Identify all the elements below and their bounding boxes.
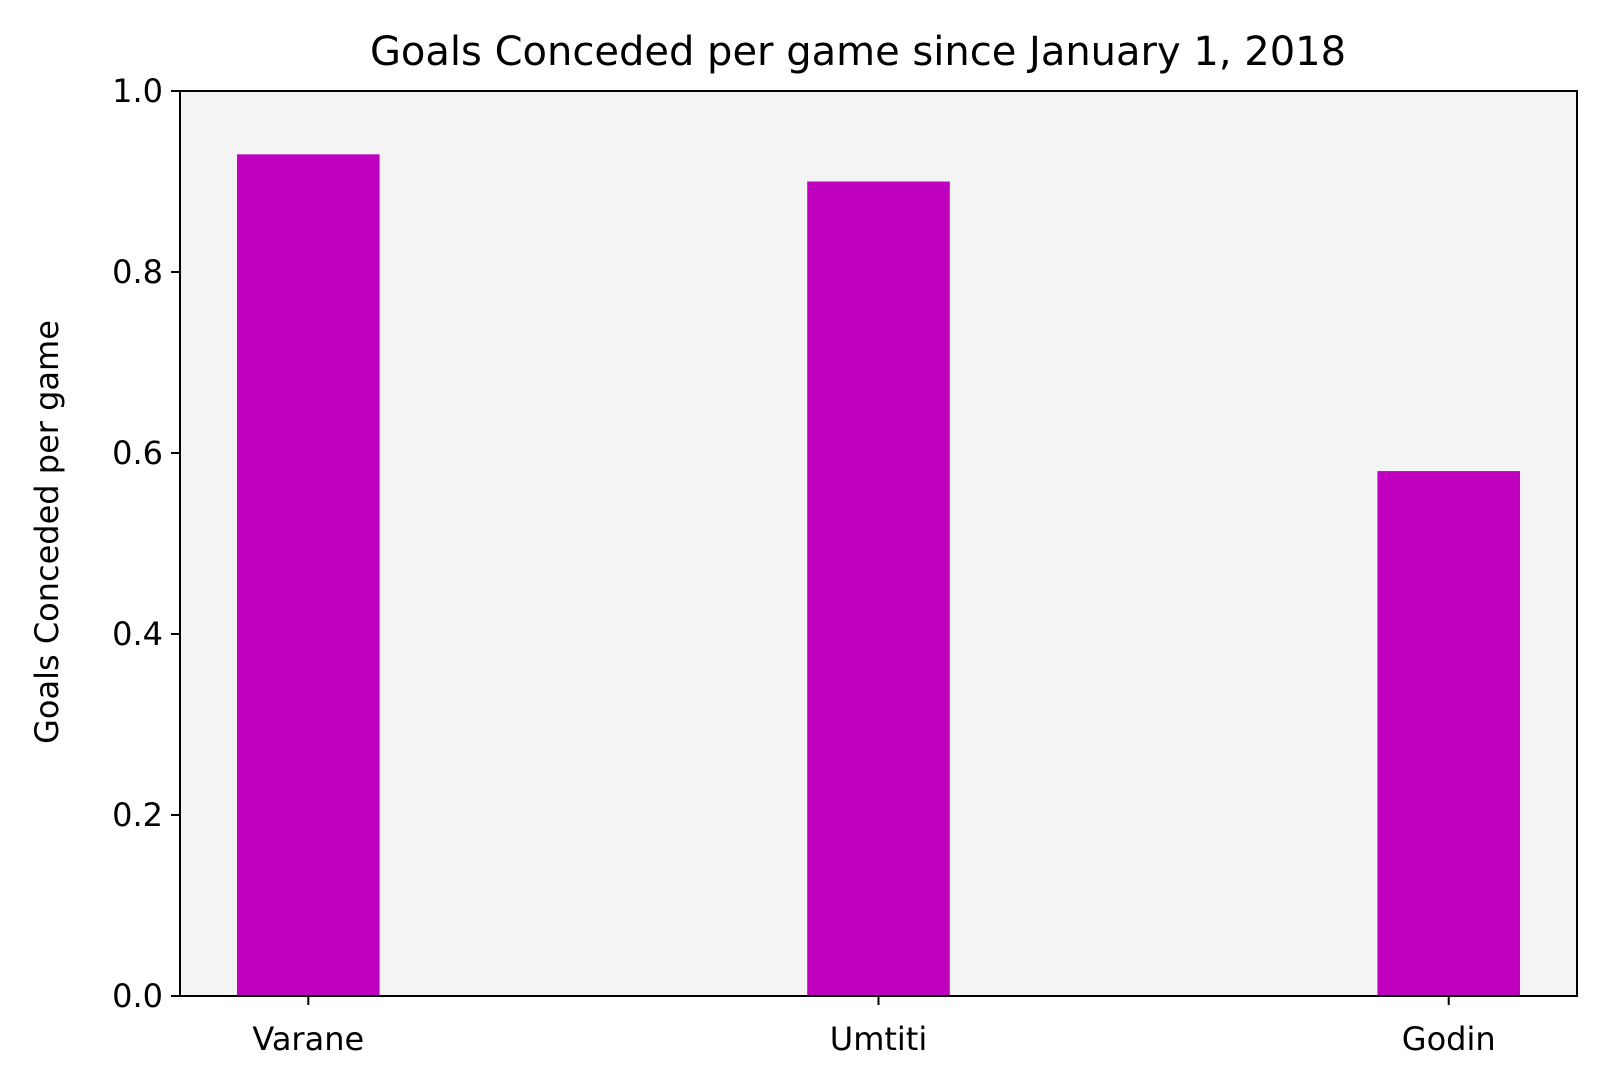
y-axis-label: Goals Conceded per game [28,320,66,744]
bar-godin [1377,471,1520,997]
bar-varane [237,154,380,997]
y-tick-label: 0.6 [112,434,163,472]
y-tick-label: 0.4 [112,615,163,653]
chart-title: Goals Conceded per game since January 1,… [370,29,1346,75]
bar-umtiti [807,181,950,996]
plot-frame [179,90,1578,997]
y-tick-label: 0.8 [112,253,163,291]
x-tick-label: Godin [1402,1020,1496,1058]
y-axis-ticks: 0.0 0.2 0.4 0.6 0.8 1.0 [112,72,180,1015]
x-tick-label: Varane [252,1020,364,1058]
y-tick-label: 0.2 [112,796,163,834]
x-tick-label: Umtiti [830,1020,927,1058]
x-axis-ticks: Varane Umtiti Godin [252,996,1496,1058]
y-tick-label: 1.0 [112,72,163,110]
bars-group [237,154,1520,997]
y-tick-label: 0.0 [112,977,163,1015]
